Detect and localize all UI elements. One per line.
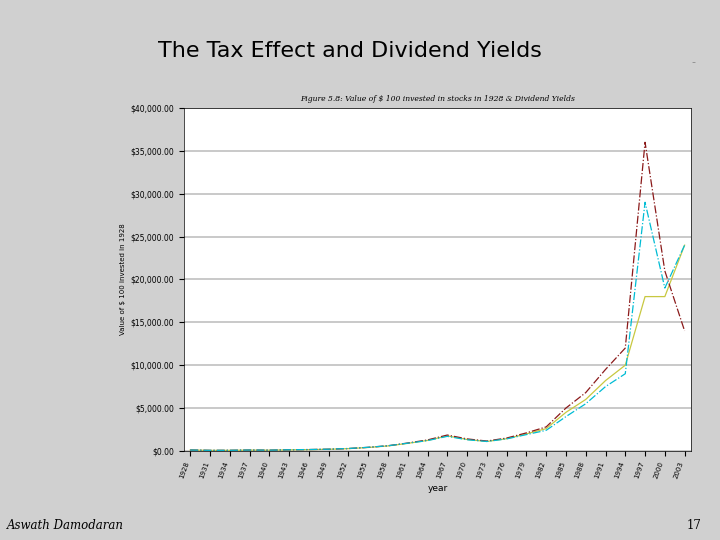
Portfolio (1/2 dividend yield) (225, 447, 234, 454)
Portfolio (1/2 dividend yield) (246, 447, 254, 453)
Portfolio (Double dividend yield) (680, 242, 689, 248)
Portfolio (1/2 dividend yield) (186, 447, 194, 453)
Portfolio (Double dividend yield) (284, 447, 293, 453)
Text: 17: 17 (687, 519, 702, 532)
Portfolio (1/2 dividend yield) (305, 447, 313, 453)
Portfolio (Double dividend yield) (562, 409, 570, 416)
Portfolio (Double dividend yield) (403, 440, 412, 447)
After taxes (562, 414, 570, 420)
Portfolio (1/2 dividend yield) (522, 430, 531, 436)
Portfolio (Double dividend yield) (542, 426, 551, 432)
Portfolio (1/2 dividend yield) (621, 345, 629, 351)
Portfolio (1/2 dividend yield) (403, 440, 412, 446)
Portfolio (1/2 dividend yield) (680, 328, 689, 334)
After taxes (225, 447, 234, 454)
Portfolio (1/2 dividend yield) (582, 389, 590, 396)
After taxes (265, 447, 274, 454)
Portfolio (Double dividend yield) (482, 438, 491, 445)
Portfolio (1/2 dividend yield) (344, 446, 353, 452)
After taxes (324, 446, 333, 453)
After taxes (582, 401, 590, 407)
Portfolio (1/2 dividend yield) (384, 442, 392, 449)
Portfolio (1/2 dividend yield) (364, 444, 372, 450)
Portfolio (Double dividend yield) (384, 443, 392, 449)
After taxes (463, 436, 472, 443)
After taxes (206, 447, 215, 454)
Portfolio (Double dividend yield) (621, 362, 629, 368)
Portfolio (1/2 dividend yield) (463, 436, 472, 442)
After taxes (305, 446, 313, 453)
Portfolio (Double dividend yield) (225, 447, 234, 454)
After taxes (601, 383, 610, 390)
Portfolio (1/2 dividend yield) (265, 447, 274, 454)
Line: Portfolio (Double dividend yield): Portfolio (Double dividend yield) (190, 245, 685, 450)
Portfolio (Double dividend yield) (344, 446, 353, 452)
Portfolio (1/2 dividend yield) (324, 446, 333, 453)
Portfolio (Double dividend yield) (601, 377, 610, 384)
Portfolio (Double dividend yield) (660, 293, 669, 300)
Portfolio (1/2 dividend yield) (284, 447, 293, 453)
After taxes (246, 447, 254, 453)
Portfolio (1/2 dividend yield) (641, 139, 649, 145)
Portfolio (1/2 dividend yield) (443, 432, 451, 438)
After taxes (186, 447, 194, 453)
After taxes (621, 370, 629, 377)
After taxes (364, 444, 372, 450)
Portfolio (1/2 dividend yield) (542, 424, 551, 430)
After taxes (680, 242, 689, 248)
After taxes (522, 431, 531, 438)
Portfolio (1/2 dividend yield) (503, 435, 511, 441)
Portfolio (Double dividend yield) (641, 293, 649, 300)
Title: Figure 5.8: Value of $ 100 invested in stocks in 1928 & Dividend Yields: Figure 5.8: Value of $ 100 invested in s… (300, 95, 575, 103)
Line: Portfolio (1/2 dividend yield): Portfolio (1/2 dividend yield) (190, 142, 685, 450)
Text: Aswath Damodaran: Aswath Damodaran (7, 519, 125, 532)
Portfolio (Double dividend yield) (582, 396, 590, 403)
After taxes (284, 447, 293, 453)
Portfolio (Double dividend yield) (246, 447, 254, 454)
After taxes (443, 433, 451, 440)
Portfolio (Double dividend yield) (305, 447, 313, 453)
Portfolio (Double dividend yield) (463, 436, 472, 443)
Text: The Tax Effect and Dividend Yields: The Tax Effect and Dividend Yields (158, 41, 542, 62)
After taxes (542, 427, 551, 434)
Portfolio (Double dividend yield) (503, 435, 511, 442)
After taxes (503, 436, 511, 442)
Portfolio (1/2 dividend yield) (660, 268, 669, 274)
Portfolio (1/2 dividend yield) (601, 366, 610, 373)
Portfolio (1/2 dividend yield) (206, 447, 215, 454)
Portfolio (Double dividend yield) (522, 431, 531, 437)
Portfolio (1/2 dividend yield) (482, 438, 491, 444)
Text: -: - (691, 57, 696, 67)
X-axis label: year: year (427, 484, 448, 493)
Portfolio (Double dividend yield) (186, 447, 194, 453)
Portfolio (Double dividend yield) (443, 433, 451, 439)
Portfolio (Double dividend yield) (206, 447, 215, 454)
Portfolio (Double dividend yield) (324, 446, 333, 453)
Portfolio (1/2 dividend yield) (423, 437, 432, 443)
After taxes (482, 438, 491, 445)
Line: After taxes: After taxes (190, 202, 685, 450)
Portfolio (1/2 dividend yield) (562, 405, 570, 411)
Y-axis label: Value of $ 100 invested in 1928: Value of $ 100 invested in 1928 (120, 224, 126, 335)
Portfolio (Double dividend yield) (423, 437, 432, 444)
Portfolio (Double dividend yield) (265, 447, 274, 454)
After taxes (403, 440, 412, 447)
After taxes (384, 442, 392, 449)
After taxes (344, 446, 353, 452)
After taxes (660, 285, 669, 291)
Portfolio (Double dividend yield) (364, 444, 372, 451)
After taxes (641, 199, 649, 206)
After taxes (423, 437, 432, 444)
